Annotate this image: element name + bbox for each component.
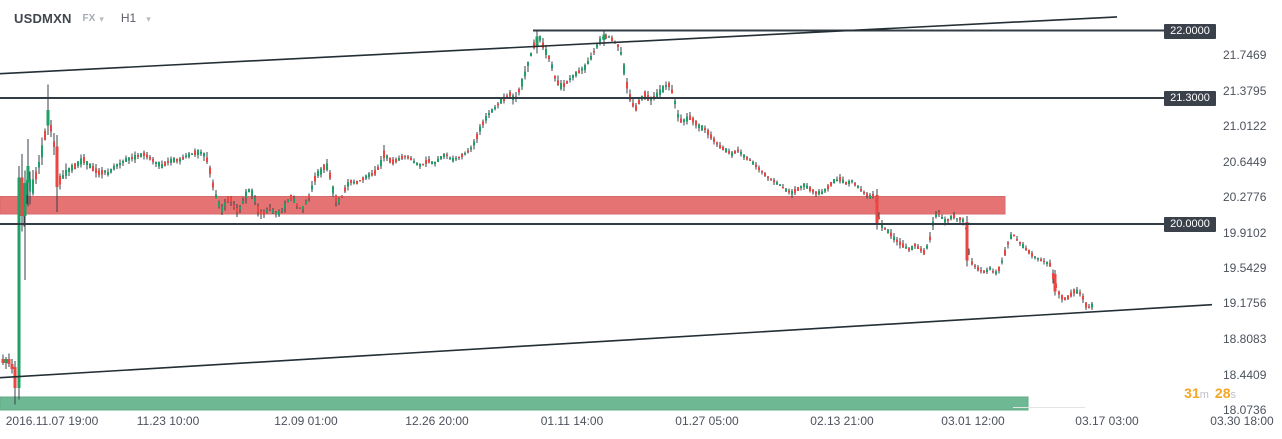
price-tick-label: 21.0122 (1223, 119, 1267, 133)
feature-candles (1, 30, 1057, 405)
price-tick-label: 19.1756 (1223, 296, 1267, 310)
price-tick-label: 18.8083 (1223, 332, 1267, 346)
countdown-minutes-unit: m (1199, 389, 1209, 401)
price-level-badge: 21.3000 (1164, 91, 1216, 106)
time-tick-label: 03.17 03:00 (1075, 414, 1139, 428)
time-tick-label: 01.11 14:00 (540, 414, 604, 428)
countdown-minutes: 31 (1184, 385, 1200, 401)
chevron-down-icon[interactable]: ▾ (146, 13, 151, 24)
time-tick-label: 11.23 10:00 (136, 414, 200, 428)
time-tick-label: 01.27 05:00 (675, 414, 739, 428)
trend-lines (0, 16, 1213, 379)
market-label[interactable]: FX (82, 12, 96, 24)
time-tick-label: 03.01 12:00 (941, 414, 1005, 428)
countdown-seconds-unit: s (1230, 389, 1237, 401)
time-tick-label: 12.09 01:00 (274, 414, 338, 428)
price-tick-label: 20.2776 (1223, 190, 1267, 204)
chevron-down-icon[interactable]: ▾ (99, 13, 104, 24)
timeframe-label[interactable]: H1 (120, 11, 137, 25)
price-tick-label: 20.6449 (1223, 155, 1267, 169)
price-level-badge: 20.0000 (1164, 217, 1216, 232)
bar-countdown-timer: 31m 28s (1146, 385, 1236, 403)
price-tick-label: 21.7469 (1223, 48, 1267, 62)
symbol-name[interactable]: USDMXN (14, 10, 72, 26)
time-tick-label: 03.30 18:00 (1210, 414, 1274, 428)
candles (1, 33, 1093, 405)
price-tick-label: 18.4409 (1223, 368, 1267, 382)
price-level-lines (0, 29, 1166, 225)
price-tick-label: 21.3795 (1223, 84, 1267, 98)
time-tick-label: 02.13 21:00 (810, 414, 874, 428)
zones (0, 195, 1029, 411)
time-tick-label: 12.26 20:00 (405, 414, 469, 428)
price-tick-label: 18.0736 (1223, 403, 1267, 417)
price-level-badge: 22.0000 (1164, 24, 1216, 39)
price-tick-label: 19.5429 (1223, 261, 1267, 275)
time-tick-label: 2016.11.07 19:00 (5, 414, 99, 428)
price-tick-label: 19.9102 (1223, 226, 1267, 240)
countdown-underline (1013, 407, 1085, 408)
countdown-seconds: 28 (1214, 385, 1231, 401)
symbol-header: USDMXN FX ▾ H1 ▾ (14, 10, 168, 26)
